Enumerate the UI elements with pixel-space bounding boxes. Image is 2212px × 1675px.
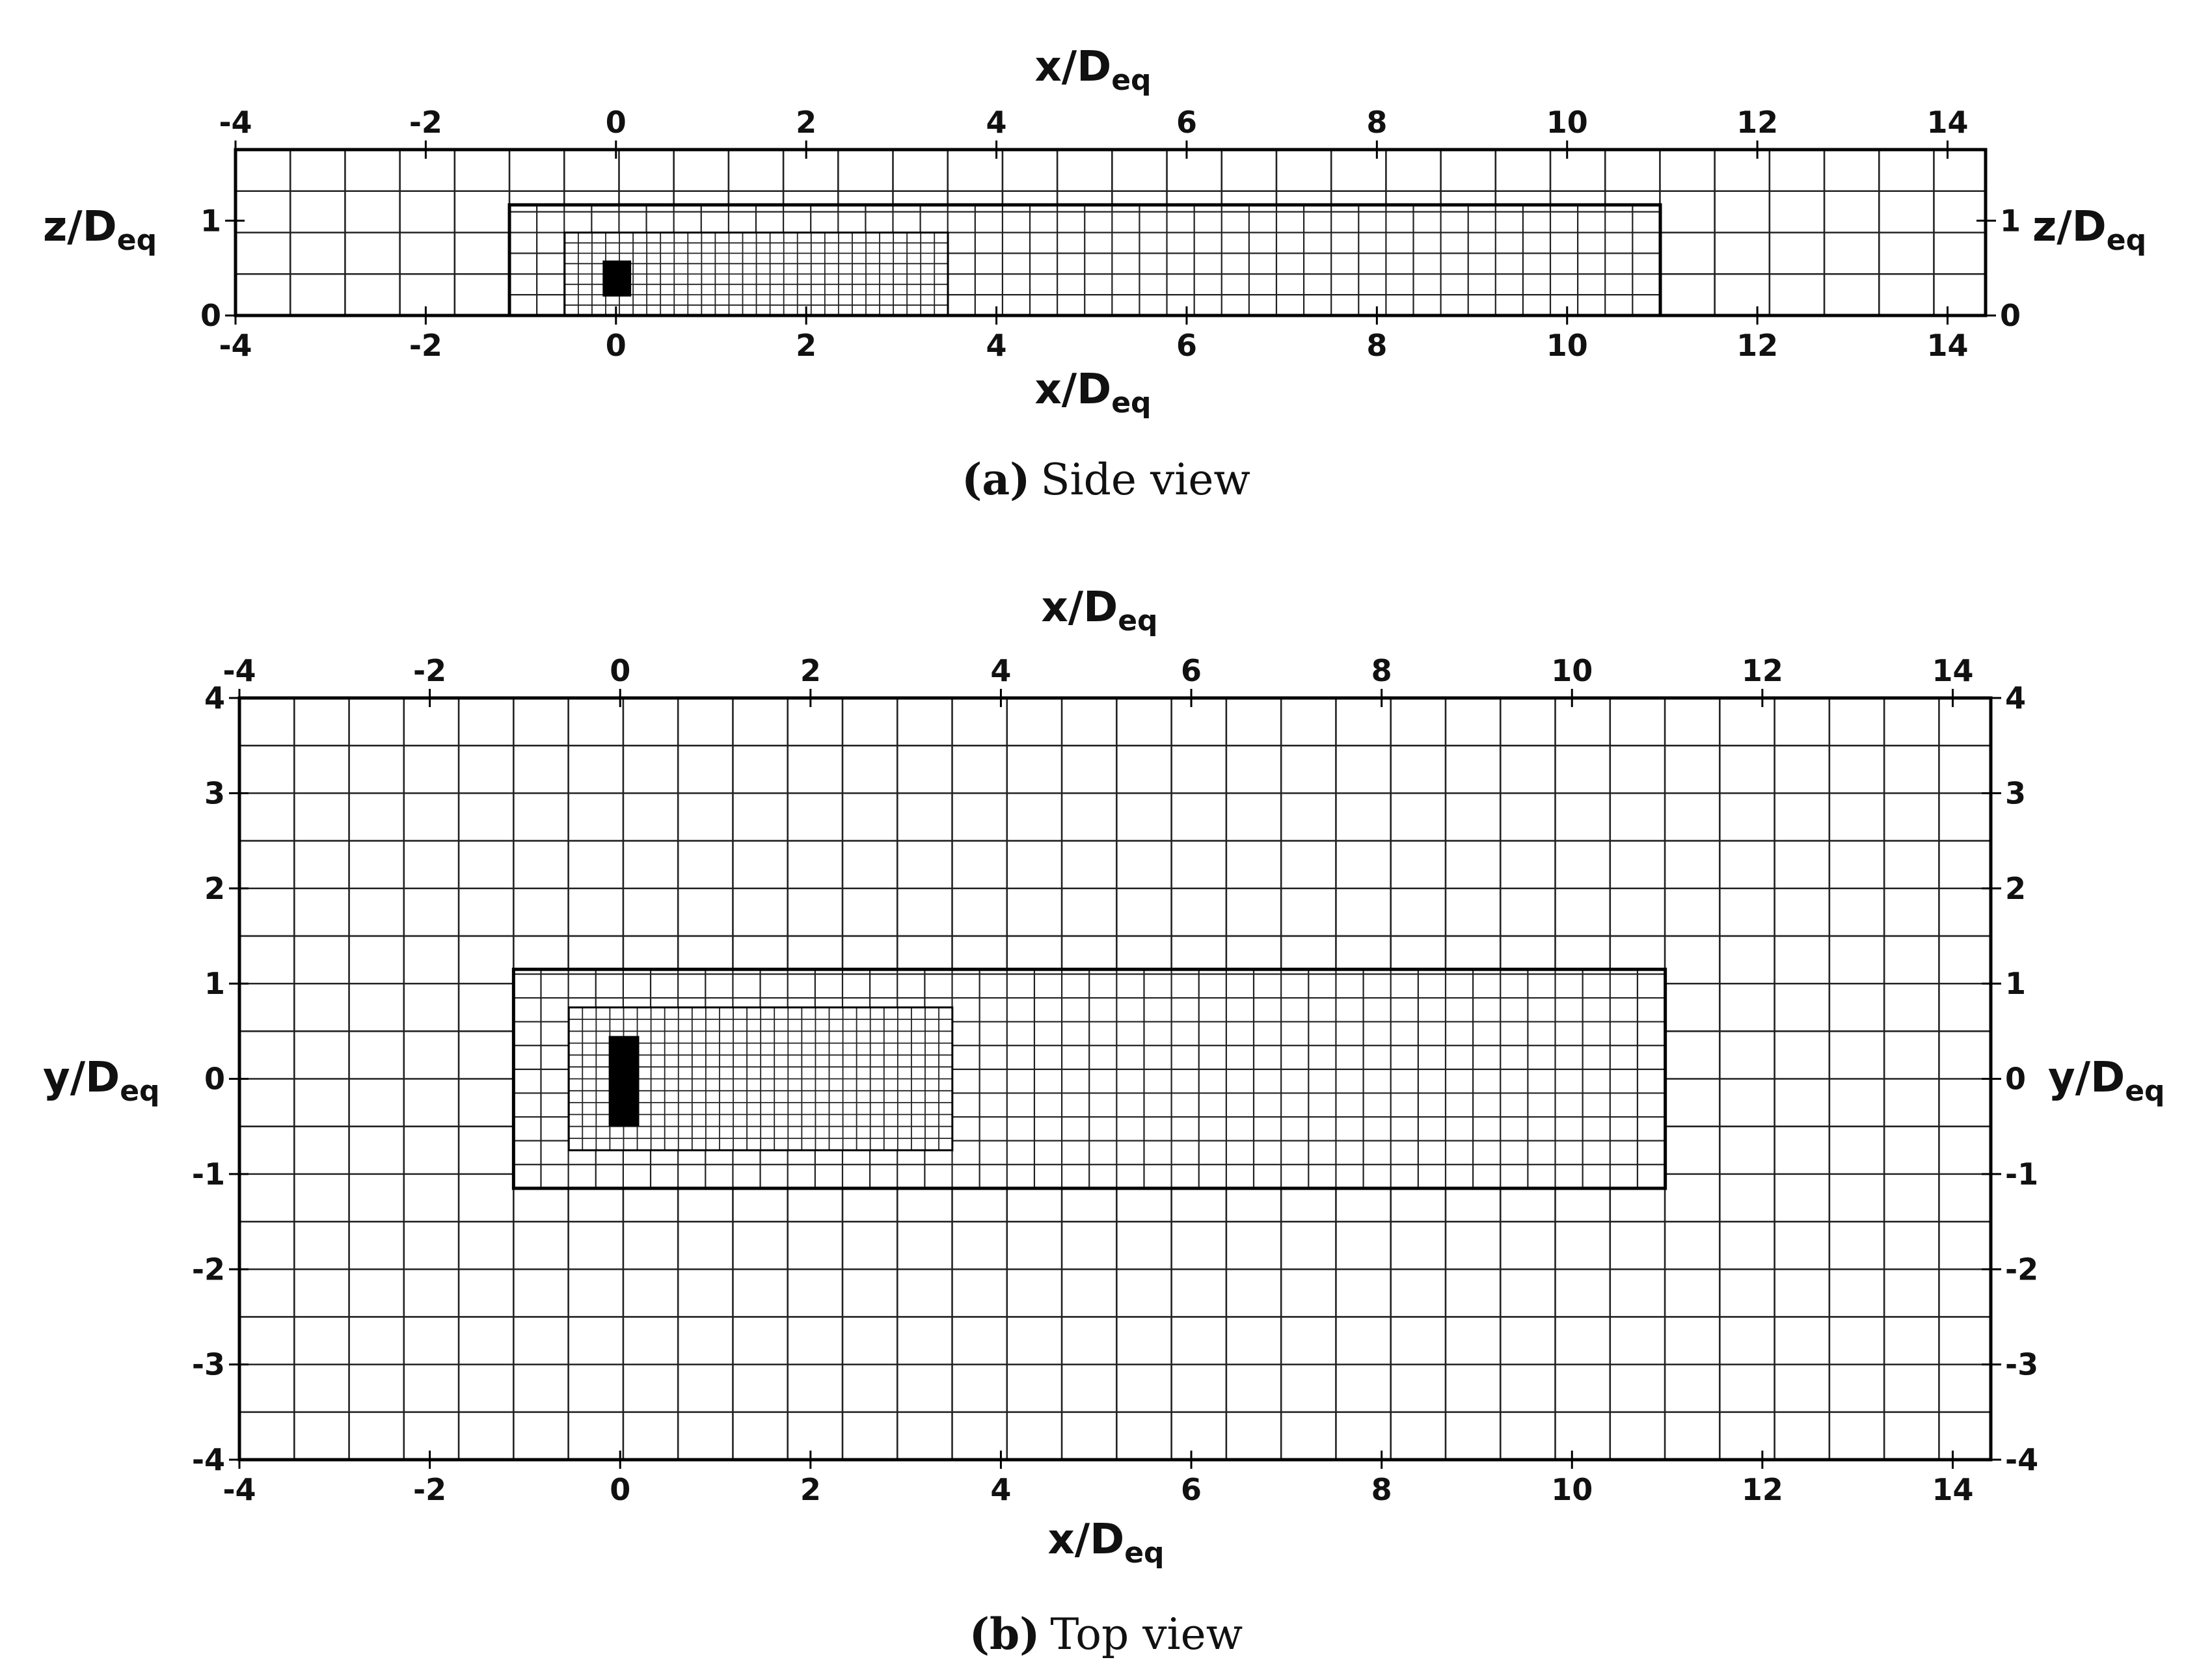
side-view-right-z-tick-labels: 01 bbox=[1976, 203, 2021, 333]
v-tick-label: 4 bbox=[2005, 680, 2026, 716]
top-view-right-y-axis-label: y/Deq bbox=[2048, 1054, 2165, 1108]
x-tick-label: 10 bbox=[1546, 105, 1588, 140]
side-view-mesh-grid bbox=[234, 148, 1986, 317]
v-tick-label: 0 bbox=[2000, 298, 2021, 333]
x-tick-label: 12 bbox=[1742, 653, 1783, 688]
x-tick-label: -2 bbox=[413, 1472, 446, 1507]
x-tick-label: 10 bbox=[1546, 328, 1588, 363]
x-tick-label: 4 bbox=[990, 653, 1011, 688]
side-view-top-x-tick-labels: -4 -2 0 2 4 6 8 10 12 14 bbox=[219, 105, 1969, 159]
v-tick-label: 0 bbox=[2005, 1062, 2026, 1097]
side-view-top-x-axis-label: x/Deq bbox=[1034, 43, 1151, 97]
x-tick-label: -4 bbox=[223, 653, 256, 688]
x-tick-label: 2 bbox=[796, 105, 816, 140]
x-tick-label: 14 bbox=[1932, 653, 1973, 688]
v-tick-label: 0 bbox=[204, 1062, 225, 1097]
x-tick-label: 8 bbox=[1371, 653, 1392, 688]
x-tick-label: 6 bbox=[1176, 105, 1197, 140]
x-tick-label: 2 bbox=[800, 653, 821, 688]
x-tick-label: 8 bbox=[1371, 1472, 1392, 1507]
side-view-bottom-x-axis-label: x/Deq bbox=[1034, 366, 1151, 420]
x-tick-label: 4 bbox=[986, 105, 1007, 140]
x-tick-label: 12 bbox=[1736, 105, 1778, 140]
v-tick-label: 1 bbox=[204, 966, 225, 1001]
x-tick-label: -2 bbox=[409, 328, 442, 363]
x-tick-label: 0 bbox=[610, 653, 630, 688]
side-view-left-z-axis-label: z/Deq bbox=[43, 203, 157, 257]
top-view-bottom-x-tick-labels: -4 -2 0 2 4 6 8 10 12 14 bbox=[223, 1451, 1973, 1507]
x-tick-label: 10 bbox=[1551, 653, 1593, 688]
v-tick-label: -4 bbox=[2005, 1442, 2038, 1477]
top-view-top-x-tick-labels: -4 -2 0 2 4 6 8 10 12 14 bbox=[223, 653, 1973, 707]
side-view-bottom-x-tick-labels: -4 -2 0 2 4 6 8 10 12 14 bbox=[219, 306, 1969, 363]
x-tick-label: -2 bbox=[409, 105, 442, 140]
v-tick-label: -2 bbox=[192, 1252, 225, 1287]
x-tick-label: 0 bbox=[610, 1472, 630, 1507]
x-tick-label: 6 bbox=[1181, 653, 1202, 688]
x-tick-label: 12 bbox=[1742, 1472, 1783, 1507]
x-tick-label: 14 bbox=[1927, 105, 1969, 140]
x-tick-label: 12 bbox=[1736, 328, 1778, 363]
v-tick-label: 0 bbox=[200, 298, 221, 333]
refinement-zone-1-border bbox=[511, 967, 1667, 1190]
x-tick-label: 0 bbox=[606, 105, 627, 140]
v-tick-label: -3 bbox=[192, 1347, 225, 1382]
v-tick-label: 1 bbox=[2000, 203, 2021, 238]
v-tick-label: -1 bbox=[192, 1157, 225, 1192]
v-tick-label: 4 bbox=[204, 680, 225, 716]
v-tick-label: 1 bbox=[2005, 966, 2026, 1001]
side-view-domain-frame bbox=[234, 148, 1988, 317]
top-view-left-y-tick-labels: -4 -3 -2 -1 0 1 2 3 4 bbox=[192, 680, 249, 1477]
side-view-caption: (a) Side view bbox=[962, 454, 1250, 505]
v-tick-label: 1 bbox=[200, 203, 221, 238]
top-view-vehicle-body bbox=[608, 1036, 640, 1127]
side-view-panel: -4 -2 0 2 4 6 8 10 12 14 -4 -2 0 2 4 6 8 10 12 14 01 01 x/… bbox=[43, 43, 2146, 505]
x-tick-label: 8 bbox=[1366, 328, 1387, 363]
x-tick-label: 4 bbox=[986, 328, 1007, 363]
x-tick-label: 6 bbox=[1176, 328, 1197, 363]
top-view-mesh-grid bbox=[238, 697, 1991, 1461]
side-view-vehicle-body bbox=[602, 260, 632, 297]
x-tick-label: 14 bbox=[1927, 328, 1969, 363]
x-tick-label: -2 bbox=[413, 653, 446, 688]
top-view-caption: (b) Top view bbox=[969, 1609, 1243, 1659]
v-tick-label: 2 bbox=[2005, 871, 2026, 906]
refinement-zone-2-border bbox=[567, 1006, 954, 1151]
x-tick-label: 2 bbox=[800, 1472, 821, 1507]
x-tick-label: 0 bbox=[606, 328, 627, 363]
top-view-right-y-tick-labels: -4 -3 -2 -1 0 1 2 3 4 bbox=[1982, 680, 2038, 1477]
v-tick-label: -3 bbox=[2005, 1347, 2038, 1382]
v-tick-label: -1 bbox=[2005, 1157, 2038, 1192]
v-tick-label: -4 bbox=[192, 1442, 225, 1477]
x-tick-label: 14 bbox=[1932, 1472, 1973, 1507]
x-tick-label: 6 bbox=[1181, 1472, 1202, 1507]
v-tick-label: 3 bbox=[2005, 775, 2026, 811]
x-tick-label: 10 bbox=[1551, 1472, 1593, 1507]
top-view-panel: -4 -2 0 2 4 6 8 10 12 14 -4 -2 0 2 4 6 8 10 12 14 -4-3-2-1… bbox=[43, 583, 2165, 1659]
top-view-bottom-x-axis-label: x/Deq bbox=[1047, 1516, 1164, 1570]
side-view-right-z-axis-label: z/Deq bbox=[2032, 203, 2146, 257]
top-view-left-y-axis-label: y/Deq bbox=[43, 1054, 160, 1108]
top-view-top-x-axis-label: x/Deq bbox=[1041, 583, 1157, 637]
x-tick-label: 2 bbox=[796, 328, 816, 363]
x-tick-label: -4 bbox=[219, 328, 252, 363]
x-tick-label: 4 bbox=[990, 1472, 1011, 1507]
v-tick-label: -2 bbox=[2005, 1252, 2038, 1287]
x-tick-label: -4 bbox=[223, 1472, 256, 1507]
v-tick-label: 3 bbox=[204, 775, 225, 811]
v-tick-label: 2 bbox=[204, 871, 225, 906]
x-tick-label: 8 bbox=[1366, 105, 1387, 140]
side-view-left-z-tick-labels: 01 bbox=[200, 203, 245, 333]
x-tick-label: -4 bbox=[219, 105, 252, 140]
